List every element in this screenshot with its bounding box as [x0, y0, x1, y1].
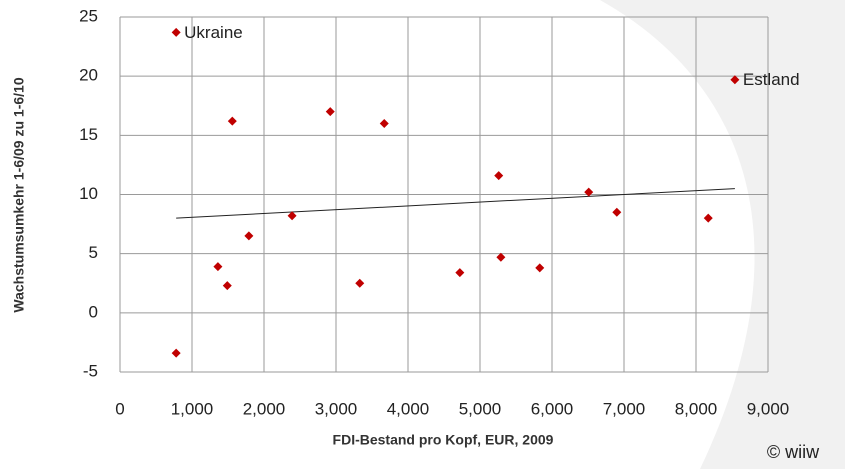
x-tick-label: 1,000 [171, 399, 214, 418]
background-swoosh [600, 0, 845, 469]
data-point [496, 252, 506, 262]
data-point [612, 207, 622, 217]
x-tick-label: 2,000 [243, 399, 286, 418]
y-axis-title: Wachstumsumkehr 1-6/09 zu 1-6/10 [11, 77, 27, 312]
data-point [227, 116, 237, 126]
y-tick-label: 5 [89, 243, 98, 262]
data-point [355, 278, 365, 288]
y-tick-label: 10 [79, 184, 98, 203]
data-point [494, 171, 504, 181]
y-tick-label: 20 [79, 66, 98, 85]
data-point [244, 231, 254, 241]
data-point [222, 281, 232, 291]
data-point [703, 213, 713, 223]
point-label: Estland [743, 70, 800, 89]
data-point [535, 263, 545, 273]
x-tick-label: 6,000 [531, 399, 574, 418]
data-point [584, 187, 594, 197]
trendline [176, 188, 735, 219]
data-point [213, 262, 223, 272]
data-point [171, 27, 181, 37]
point-label: Ukraine [184, 23, 243, 42]
x-tick-label: 7,000 [603, 399, 646, 418]
data-point [379, 119, 389, 128]
data-point [171, 348, 181, 358]
x-tick-label: 5,000 [459, 399, 502, 418]
credit: © wiiw [767, 442, 820, 462]
x-tick-label: 3,000 [315, 399, 358, 418]
x-tick-label: 4,000 [387, 399, 430, 418]
x-tick-label: 8,000 [675, 399, 718, 418]
data-point [287, 211, 297, 221]
data-point [455, 268, 465, 278]
data-point [325, 107, 335, 117]
x-tick-label: 9,000 [747, 399, 790, 418]
y-tick-label: 25 [79, 6, 98, 25]
y-tick-label: 0 [89, 302, 98, 321]
x-tick-label: 0 [115, 399, 124, 418]
y-tick-label: -5 [83, 361, 98, 380]
x-axis-title: FDI-Bestand pro Kopf, EUR, 2009 [333, 432, 554, 448]
data-point [730, 75, 740, 85]
y-tick-label: 15 [79, 125, 98, 144]
